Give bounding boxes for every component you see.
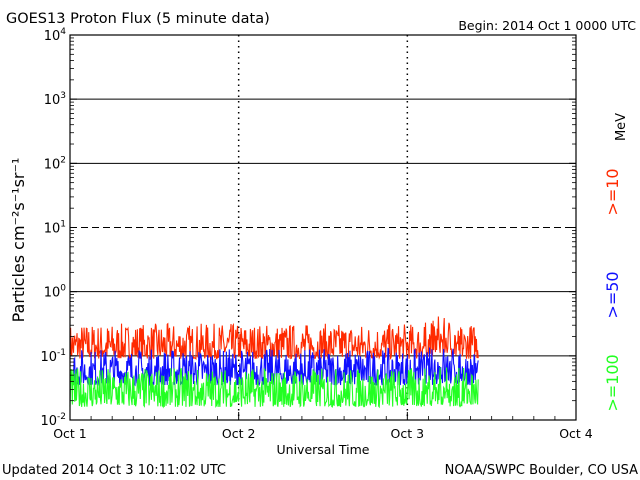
x-tick-label-0: Oct 1: [53, 426, 87, 441]
y-tick-label-1: 10-1: [40, 348, 66, 365]
x-tick-label-2: Oct 3: [391, 426, 425, 441]
series-layer: [69, 316, 479, 409]
series-line-2: [69, 367, 479, 409]
chart-title: GOES13 Proton Flux (5 minute data): [6, 11, 270, 27]
y-tick-label-6: 104: [44, 27, 67, 44]
legend-entry-2: >=100: [603, 354, 622, 411]
x-tick-label-3: Oct 4: [559, 426, 593, 441]
y-tick-label-0: 10-2: [40, 412, 66, 429]
y-tick-label-3: 101: [44, 220, 66, 237]
y-tick-label-5: 103: [44, 91, 66, 108]
legend: >=10 >=50 >=100 MeV: [603, 113, 629, 412]
y-tick-label-4: 102: [44, 155, 66, 172]
x-tick-label-1: Oct 2: [222, 426, 256, 441]
credit-label: NOAA/SWPC Boulder, CO USA: [445, 463, 638, 478]
legend-unit-label: MeV: [614, 113, 629, 141]
y-tick-label-2: 100: [44, 284, 67, 301]
series-line-0: [69, 316, 479, 361]
legend-entry-0: >=10: [603, 168, 622, 215]
updated-label: Updated 2014 Oct 3 10:11:02 UTC: [2, 463, 226, 478]
begin-label: Begin: 2014 Oct 1 0000 UTC: [458, 18, 636, 33]
x-axis-ticks: Oct 1 Oct 2 Oct 3 Oct 4: [53, 412, 593, 441]
x-axis-label: Universal Time: [277, 442, 370, 457]
legend-entry-1: >=50: [603, 271, 622, 318]
y-axis-label: Particles cm⁻²s⁻¹sr⁻¹: [9, 158, 28, 323]
grid-lines: [70, 35, 576, 420]
y-axis-ticks: 10-2 10-1 100 101 102 103 104: [40, 27, 576, 429]
